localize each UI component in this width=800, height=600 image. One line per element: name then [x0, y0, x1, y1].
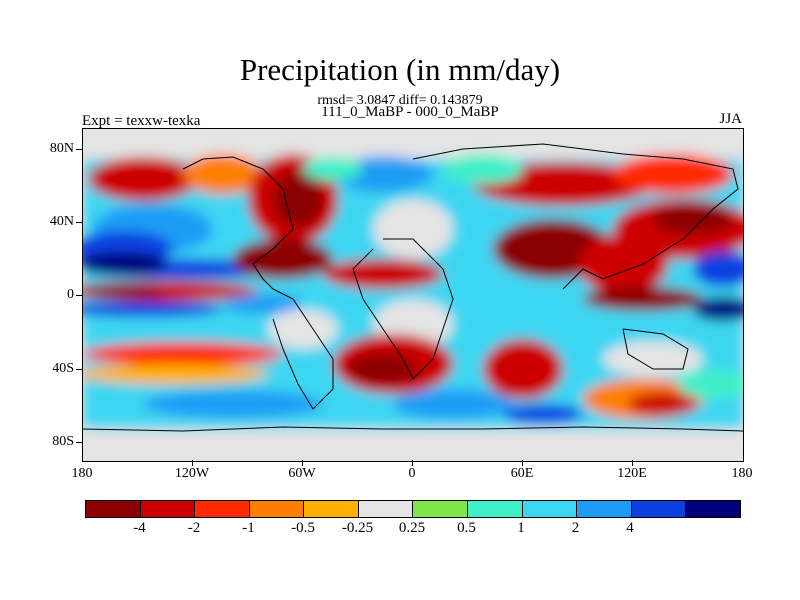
colorbar-swatch [140, 501, 196, 517]
colorbar-swatch [522, 501, 578, 517]
lon-label-60e: 60E [510, 466, 534, 481]
lon-tick [192, 460, 193, 466]
lat-label-0: 0 [67, 287, 74, 302]
lon-label-120e: 120E [617, 466, 647, 481]
colorbar-label: 4 [626, 520, 634, 536]
colorbar-swatch [686, 501, 740, 517]
lat-tick [76, 222, 82, 223]
lat-label-40n: 40N [49, 214, 74, 229]
season-label: JJA [719, 111, 742, 127]
lon-label-0: 0 [408, 466, 416, 481]
lon-label-60w: 60W [288, 466, 316, 481]
lat-tick [76, 295, 82, 296]
lon-label-120w: 120W [174, 466, 210, 481]
colorbar-swatch [468, 501, 523, 517]
lon-tick [302, 460, 303, 466]
colorbar-label: -0.5 [291, 520, 315, 536]
stats-line: rmsd= 3.0847 diff= 0.143879 [317, 93, 483, 108]
lon-label-180w: 180 [71, 466, 93, 481]
colorbar-label: -0.25 [341, 520, 374, 536]
colorbar-label: 0.5 [457, 520, 476, 536]
colorbar-label: -4 [133, 520, 146, 536]
precipitation-map [82, 128, 744, 462]
lat-tick [76, 442, 82, 443]
lat-label-80s: 80S [52, 434, 74, 449]
coastlines [83, 143, 743, 432]
colorbar-swatch [195, 501, 250, 517]
lat-tick [76, 369, 82, 370]
colorbar-swatch [249, 501, 305, 517]
precip-field [83, 129, 743, 461]
colorbar-label: -2 [187, 520, 201, 536]
colorbar-label: -1 [242, 520, 255, 536]
colorbar-swatch [86, 501, 141, 517]
lon-tick [412, 460, 413, 466]
lat-tick [76, 149, 82, 150]
lat-label-40s: 40S [52, 361, 74, 376]
colorbar-swatch [577, 501, 632, 517]
colorbar-swatch [631, 501, 687, 517]
plot-title: Precipitation (in mm/day) [239, 52, 561, 87]
experiment-label: Expt = texxw-texka [82, 113, 201, 129]
lon-label-180e: 180 [731, 466, 753, 481]
colorbar [85, 500, 741, 518]
plot-subtitle: 111_0_MaBP - 000_0_MaBP [321, 104, 499, 120]
lon-tick [632, 460, 633, 466]
colorbar-label: 2 [571, 520, 580, 536]
colorbar-swatch [304, 501, 359, 517]
colorbar-swatch [413, 501, 469, 517]
colorbar-label: 0.25 [398, 520, 426, 536]
lat-label-80n: 80N [49, 141, 74, 156]
colorbar-swatch [358, 501, 414, 517]
lon-tick [522, 460, 523, 466]
colorbar-label: 1 [517, 520, 525, 536]
